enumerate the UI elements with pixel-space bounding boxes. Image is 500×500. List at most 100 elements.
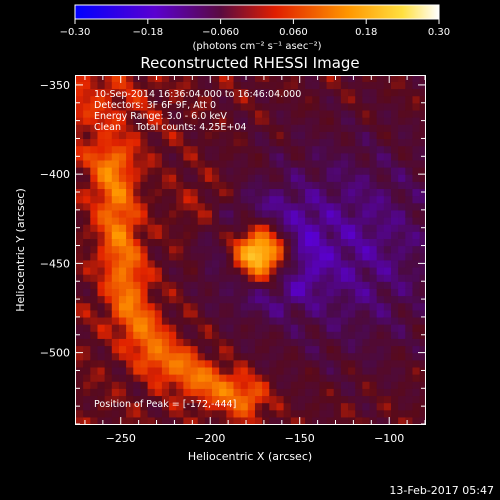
heatmap-pixel (340, 152, 349, 161)
heatmap-pixel (305, 309, 313, 318)
heatmap-pixel (76, 167, 84, 175)
heatmap-pixel (333, 231, 342, 239)
heatmap-pixel (140, 102, 149, 111)
heatmap-pixel (319, 88, 328, 97)
heatmap-pixel (369, 331, 378, 339)
heatmap-pixel (97, 76, 106, 82)
heatmap-pixel (190, 174, 199, 182)
heatmap-pixel (176, 302, 184, 311)
heatmap-pixel (133, 395, 142, 404)
heatmap-pixel (405, 252, 414, 261)
heatmap-pixel (147, 76, 156, 82)
heatmap-pixel (219, 102, 227, 111)
heatmap-pixel (326, 338, 335, 347)
colorbar-unit-label: (photons cm⁻² s⁻¹ asec⁻²) (192, 41, 321, 52)
heatmap-pixel (140, 224, 149, 232)
heatmap-pixel (183, 266, 192, 275)
heatmap-pixel (326, 352, 335, 361)
heatmap-pixel (276, 209, 285, 218)
heatmap-pixel (226, 416, 235, 424)
heatmap-pixel (161, 181, 170, 190)
heatmap-pixel (355, 359, 363, 368)
heatmap-pixel (276, 302, 285, 311)
heatmap-pixel (290, 159, 299, 168)
heatmap-pixel (133, 195, 142, 204)
heatmap-pixel (183, 88, 192, 97)
heatmap-pixel (154, 159, 163, 168)
heatmap-pixel (104, 402, 113, 411)
heatmap-pixel (297, 245, 306, 254)
heatmap-pixel (104, 409, 113, 418)
heatmap-pixel (312, 117, 321, 125)
heatmap-pixel (154, 266, 163, 275)
heatmap-pixel (154, 416, 163, 424)
heatmap-pixel (104, 174, 113, 182)
heatmap-pixel (126, 309, 134, 318)
heatmap-pixel (269, 138, 278, 147)
heatmap-pixel (305, 381, 313, 389)
heatmap-pixel (90, 209, 99, 218)
heatmap-pixel (312, 324, 321, 332)
heatmap-pixel (118, 331, 127, 339)
heatmap-pixel (398, 395, 406, 404)
heatmap-pixel (147, 117, 156, 125)
heatmap-pixel (326, 145, 335, 154)
heatmap-pixel (126, 145, 134, 154)
heatmap-pixel (333, 281, 342, 289)
heatmap-pixel (398, 245, 406, 254)
heatmap-pixel (348, 388, 356, 397)
heatmap-pixel (254, 238, 263, 247)
heatmap-pixel (204, 245, 213, 254)
heatmap-pixel (233, 76, 242, 82)
heatmap-pixel (190, 409, 199, 418)
heatmap-pixel (197, 195, 206, 204)
heatmap-pixel (133, 338, 142, 347)
heatmap-pixel (133, 238, 142, 247)
x-tick-label: −150 (285, 432, 315, 445)
heatmap-pixel (254, 124, 263, 132)
heatmap-pixel (90, 76, 99, 82)
heatmap-pixel (97, 316, 106, 325)
heatmap-pixel (97, 195, 106, 204)
heatmap-pixel (326, 366, 335, 375)
heatmap-pixel (118, 109, 127, 118)
heatmap-pixel (326, 95, 335, 104)
heatmap-pixel (247, 159, 256, 168)
heatmap-pixel (390, 359, 399, 368)
heatmap-pixel (154, 338, 163, 347)
heatmap-pixel (355, 181, 363, 190)
heatmap-pixel (305, 388, 313, 397)
heatmap-pixel (276, 202, 285, 211)
heatmap-pixel (183, 338, 192, 347)
heatmap-pixel (340, 302, 349, 311)
heatmap-pixel (183, 202, 192, 211)
heatmap-pixel (154, 202, 163, 211)
heatmap-pixel (76, 138, 84, 147)
heatmap-pixel (233, 281, 242, 289)
heatmap-pixel (412, 274, 421, 282)
heatmap-pixel (212, 167, 220, 175)
heatmap-pixel (97, 245, 106, 254)
heatmap-pixel (398, 76, 406, 82)
heatmap-pixel (104, 76, 113, 82)
heatmap-pixel (76, 76, 84, 82)
heatmap-pixel (176, 167, 184, 175)
heatmap-pixel (276, 324, 285, 332)
heatmap-pixel (262, 181, 270, 190)
heatmap-pixel (254, 152, 263, 161)
heatmap-pixel (333, 395, 342, 404)
heatmap-pixel (398, 102, 406, 111)
heatmap-pixel (355, 281, 363, 289)
heatmap-pixel (305, 152, 313, 161)
heatmap-pixel (312, 352, 321, 361)
heatmap-pixel (154, 76, 163, 82)
heatmap-pixel (240, 209, 249, 218)
heatmap-pixel (412, 81, 421, 90)
heatmap-pixel (276, 131, 285, 140)
heatmap-pixel (161, 359, 170, 368)
heatmap-pixel (169, 95, 177, 104)
heatmap-pixel (340, 131, 349, 140)
heatmap-pixel (97, 209, 106, 218)
heatmap-pixel (154, 395, 163, 404)
heatmap-pixel (190, 81, 199, 90)
